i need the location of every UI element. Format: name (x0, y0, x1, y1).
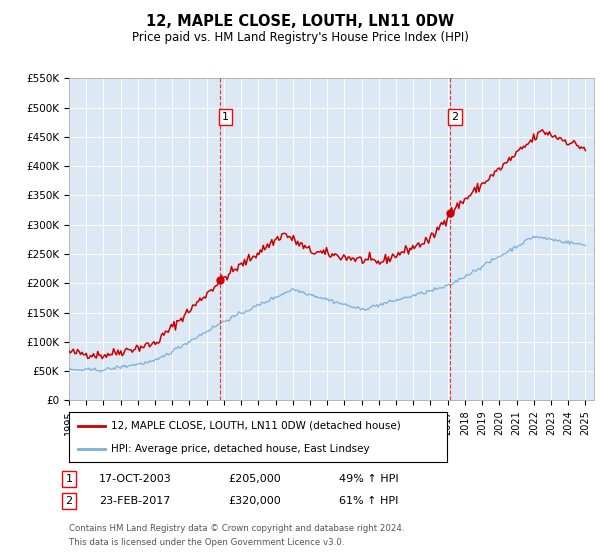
Text: 2: 2 (451, 112, 458, 122)
Text: Price paid vs. HM Land Registry's House Price Index (HPI): Price paid vs. HM Land Registry's House … (131, 31, 469, 44)
Text: 12, MAPLE CLOSE, LOUTH, LN11 0DW (detached house): 12, MAPLE CLOSE, LOUTH, LN11 0DW (detach… (110, 421, 400, 431)
Text: 23-FEB-2017: 23-FEB-2017 (99, 496, 170, 506)
Text: £205,000: £205,000 (228, 474, 281, 484)
Text: 17-OCT-2003: 17-OCT-2003 (99, 474, 172, 484)
Text: 1: 1 (222, 112, 229, 122)
Text: 61% ↑ HPI: 61% ↑ HPI (339, 496, 398, 506)
Text: £320,000: £320,000 (228, 496, 281, 506)
Text: 2: 2 (65, 496, 73, 506)
Text: 49% ↑ HPI: 49% ↑ HPI (339, 474, 398, 484)
Text: 12, MAPLE CLOSE, LOUTH, LN11 0DW: 12, MAPLE CLOSE, LOUTH, LN11 0DW (146, 14, 454, 29)
Text: Contains HM Land Registry data © Crown copyright and database right 2024.: Contains HM Land Registry data © Crown c… (69, 524, 404, 533)
Text: 1: 1 (65, 474, 73, 484)
Text: This data is licensed under the Open Government Licence v3.0.: This data is licensed under the Open Gov… (69, 538, 344, 547)
Text: HPI: Average price, detached house, East Lindsey: HPI: Average price, detached house, East… (110, 445, 369, 454)
